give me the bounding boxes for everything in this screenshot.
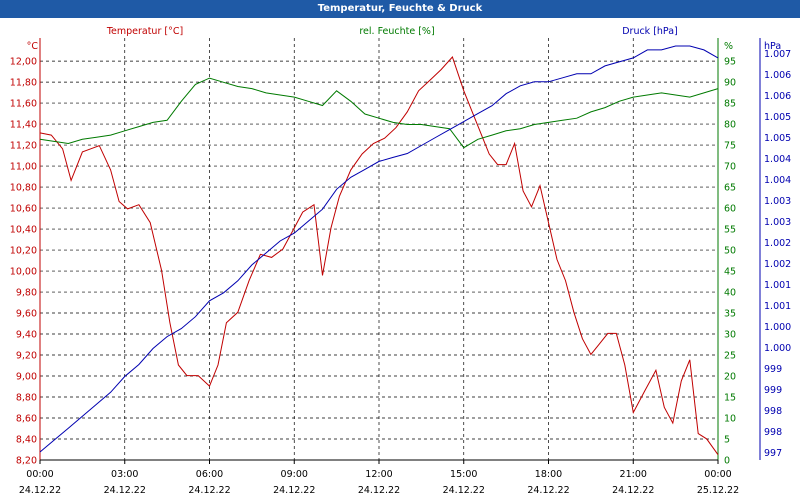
temperature-tick-label: 11,60 [10, 99, 37, 110]
x-tick-time-label: 09:00 [281, 469, 308, 480]
temperature-tick-label: 11,20 [10, 141, 37, 152]
humidity-tick-label: 60 [724, 204, 736, 215]
humidity-tick-label: 5 [724, 435, 730, 446]
humidity-unit-label: % [724, 41, 733, 52]
humidity-tick-label: 0 [724, 456, 730, 467]
humidity-tick-label: 95 [724, 57, 736, 68]
x-tick-date-label: 24.12.22 [443, 485, 485, 496]
temperature-tick-label: 10,60 [10, 204, 37, 215]
pressure-tick-label: 1.003 [764, 217, 791, 228]
x-tick-time-label: 03:00 [111, 469, 138, 480]
temperature-tick-label: 9,80 [16, 288, 37, 299]
humidity-tick-label: 25 [724, 351, 736, 362]
pressure-tick-label: 1.001 [764, 280, 791, 291]
window-title: Temperatur, Feuchte & Druck [0, 0, 800, 18]
temperature-series-line [39, 56, 719, 455]
pressure-tick-label: 1.002 [764, 259, 791, 270]
x-tick-time-label: 21:00 [620, 469, 647, 480]
humidity-series-line [39, 77, 719, 149]
temperature-tick-label: 9,00 [16, 372, 37, 383]
temperature-tick-label: 10,40 [10, 225, 37, 236]
humidity-tick-label: 65 [724, 183, 736, 194]
humidity-tick-label: 85 [724, 99, 736, 110]
x-tick-time-label: 18:00 [535, 469, 562, 480]
x-tick-time-label: 12:00 [365, 469, 392, 480]
humidity-axis-label: rel. Feuchte [%] [359, 26, 434, 37]
temperature-tick-label: 11,40 [10, 120, 37, 131]
pressure-tick-label: 998 [764, 406, 782, 417]
temperature-tick-label: 10,20 [10, 246, 37, 257]
humidity-tick-label: 55 [724, 225, 736, 236]
temperature-tick-label: 9,40 [16, 330, 37, 341]
humidity-tick-label: 20 [724, 372, 736, 383]
humidity-tick-label: 50 [724, 246, 736, 257]
temperature-tick-label: 10,80 [10, 183, 37, 194]
pressure-axis-label: Druck [hPa] [622, 26, 678, 37]
x-tick-date-label: 24.12.22 [188, 485, 230, 496]
chart: 8,20 8,40 8,60 8,80 9,00 9,20 9,40 9,60 9,80 10,0… [10, 26, 791, 496]
x-tick-date-label: 25.12.22 [697, 485, 739, 496]
temperature-tick-label: 11,00 [10, 162, 37, 173]
x-tick-date-label: 24.12.22 [612, 485, 654, 496]
temperature-tick-label: 8,40 [16, 435, 37, 446]
pressure-tick-label: 1.005 [764, 112, 791, 123]
temperature-tick-label: 9,60 [16, 309, 37, 320]
series-group [39, 45, 719, 455]
pressure-tick-label: 1.006 [764, 70, 791, 81]
pressure-tick-label: 999 [764, 385, 782, 396]
humidity-tick-label: 45 [724, 267, 736, 278]
pressure-tick-label: 1.000 [764, 322, 791, 333]
pressure-tick-label: 1.000 [764, 343, 791, 354]
humidity-tick-label: 15 [724, 393, 736, 404]
x-tick-date-label: 24.12.22 [273, 485, 315, 496]
x-tick-time-label: 06:00 [196, 469, 223, 480]
temperature-tick-label: 10,00 [10, 267, 37, 278]
pressure-tick-label: 997 [764, 448, 782, 459]
temperature-axis-label: Temperatur [°C] [106, 26, 183, 37]
temperature-tick-label: 9,20 [16, 351, 37, 362]
x-tick-time-label: 00:00 [26, 469, 53, 480]
temperature-tick-label: 11,80 [10, 78, 37, 89]
humidity-tick-label: 35 [724, 309, 736, 320]
pressure-tick-label: 1.002 [764, 238, 791, 249]
temperature-unit-label: °C [27, 41, 39, 52]
temperature-tick-label: 8,80 [16, 393, 37, 404]
pressure-unit-label: hPa [764, 41, 781, 52]
pressure-tick-label: 1.001 [764, 301, 791, 312]
humidity-tick-label: 80 [724, 120, 736, 131]
pressure-tick-label: 998 [764, 427, 782, 438]
x-tick-date-label: 24.12.22 [19, 485, 61, 496]
pressure-tick-label: 1.006 [764, 91, 791, 102]
pressure-tick-label: 1.005 [764, 133, 791, 144]
grid [39, 38, 719, 461]
axes-group: 8,20 8,40 8,60 8,80 9,00 9,20 9,40 9,60 9,80 10,0… [10, 49, 791, 496]
x-tick-date-label: 24.12.22 [104, 485, 146, 496]
x-tick-date-label: 24.12.22 [527, 485, 569, 496]
pressure-tick-label: 1.007 [764, 49, 791, 60]
humidity-tick-label: 90 [724, 78, 736, 89]
pressure-tick-label: 1.004 [764, 154, 791, 165]
x-tick-date-label: 24.12.22 [358, 485, 400, 496]
temperature-tick-label: 8,60 [16, 414, 37, 425]
x-tick-time-label: 15:00 [450, 469, 477, 480]
temperature-tick-label: 8,20 [16, 456, 37, 467]
x-tick-time-label: 00:00 [704, 469, 731, 480]
pressure-tick-label: 999 [764, 364, 782, 375]
pressure-tick-label: 1.003 [764, 196, 791, 207]
humidity-tick-label: 70 [724, 162, 736, 173]
humidity-tick-label: 10 [724, 414, 736, 425]
humidity-tick-label: 75 [724, 141, 736, 152]
humidity-tick-label: 40 [724, 288, 736, 299]
pressure-tick-label: 1.004 [764, 175, 791, 186]
pressure-series-line [39, 45, 719, 453]
temperature-tick-label: 12,00 [10, 57, 37, 68]
humidity-tick-label: 30 [724, 330, 736, 341]
